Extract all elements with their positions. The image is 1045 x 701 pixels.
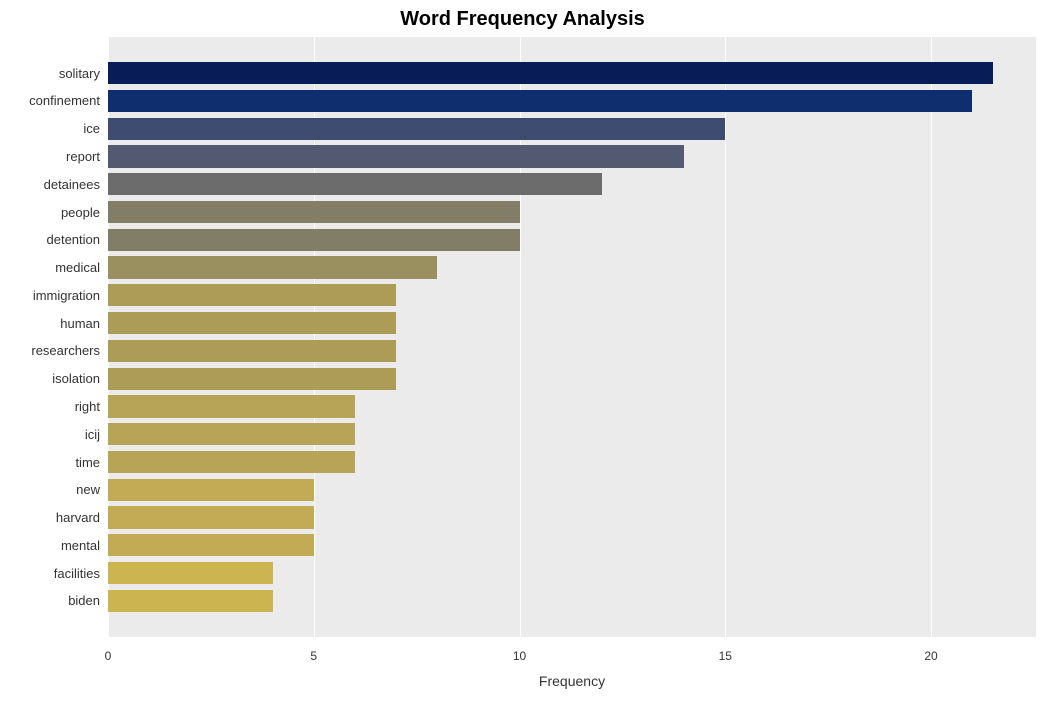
y-tick-label: solitary <box>0 66 100 81</box>
y-tick-label: harvard <box>0 510 100 525</box>
bar <box>108 90 972 112</box>
y-tick-label: immigration <box>0 288 100 303</box>
bar <box>108 451 355 473</box>
y-tick-label: biden <box>0 593 100 608</box>
bar <box>108 201 520 223</box>
bar <box>108 118 725 140</box>
x-tick-label: 0 <box>105 649 112 663</box>
bar <box>108 479 314 501</box>
x-tick-label: 20 <box>924 649 937 663</box>
y-tick-label: detainees <box>0 177 100 192</box>
chart-title: Word Frequency Analysis <box>0 8 1045 31</box>
bar <box>108 229 520 251</box>
y-tick-label: confinement <box>0 93 100 108</box>
y-tick-label: people <box>0 205 100 220</box>
gridline <box>931 37 932 637</box>
bar <box>108 62 993 84</box>
y-tick-label: right <box>0 399 100 414</box>
y-tick-label: isolation <box>0 371 100 386</box>
y-tick-label: ice <box>0 121 100 136</box>
y-tick-label: medical <box>0 260 100 275</box>
bar <box>108 368 396 390</box>
y-tick-label: new <box>0 482 100 497</box>
bar <box>108 423 355 445</box>
bar <box>108 284 396 306</box>
bar <box>108 395 355 417</box>
bar <box>108 173 602 195</box>
y-tick-label: icij <box>0 427 100 442</box>
bar <box>108 256 437 278</box>
word-frequency-chart: Word Frequency Analysis solitary confinem… <box>0 0 1045 701</box>
y-tick-label: report <box>0 149 100 164</box>
bar <box>108 562 273 584</box>
y-tick-label: mental <box>0 538 100 553</box>
x-tick-label: 15 <box>719 649 732 663</box>
x-tick-label: 10 <box>513 649 526 663</box>
y-tick-label: facilities <box>0 566 100 581</box>
plot-area <box>108 37 1036 637</box>
bar <box>108 340 396 362</box>
y-tick-label: time <box>0 455 100 470</box>
x-tick-label: 5 <box>310 649 317 663</box>
bar <box>108 145 684 167</box>
gridline <box>725 37 726 637</box>
bar <box>108 506 314 528</box>
y-tick-label: researchers <box>0 343 100 358</box>
bar <box>108 590 273 612</box>
y-tick-label: human <box>0 316 100 331</box>
x-axis-label: Frequency <box>108 673 1036 689</box>
bar <box>108 534 314 556</box>
y-tick-label: detention <box>0 232 100 247</box>
bar <box>108 312 396 334</box>
